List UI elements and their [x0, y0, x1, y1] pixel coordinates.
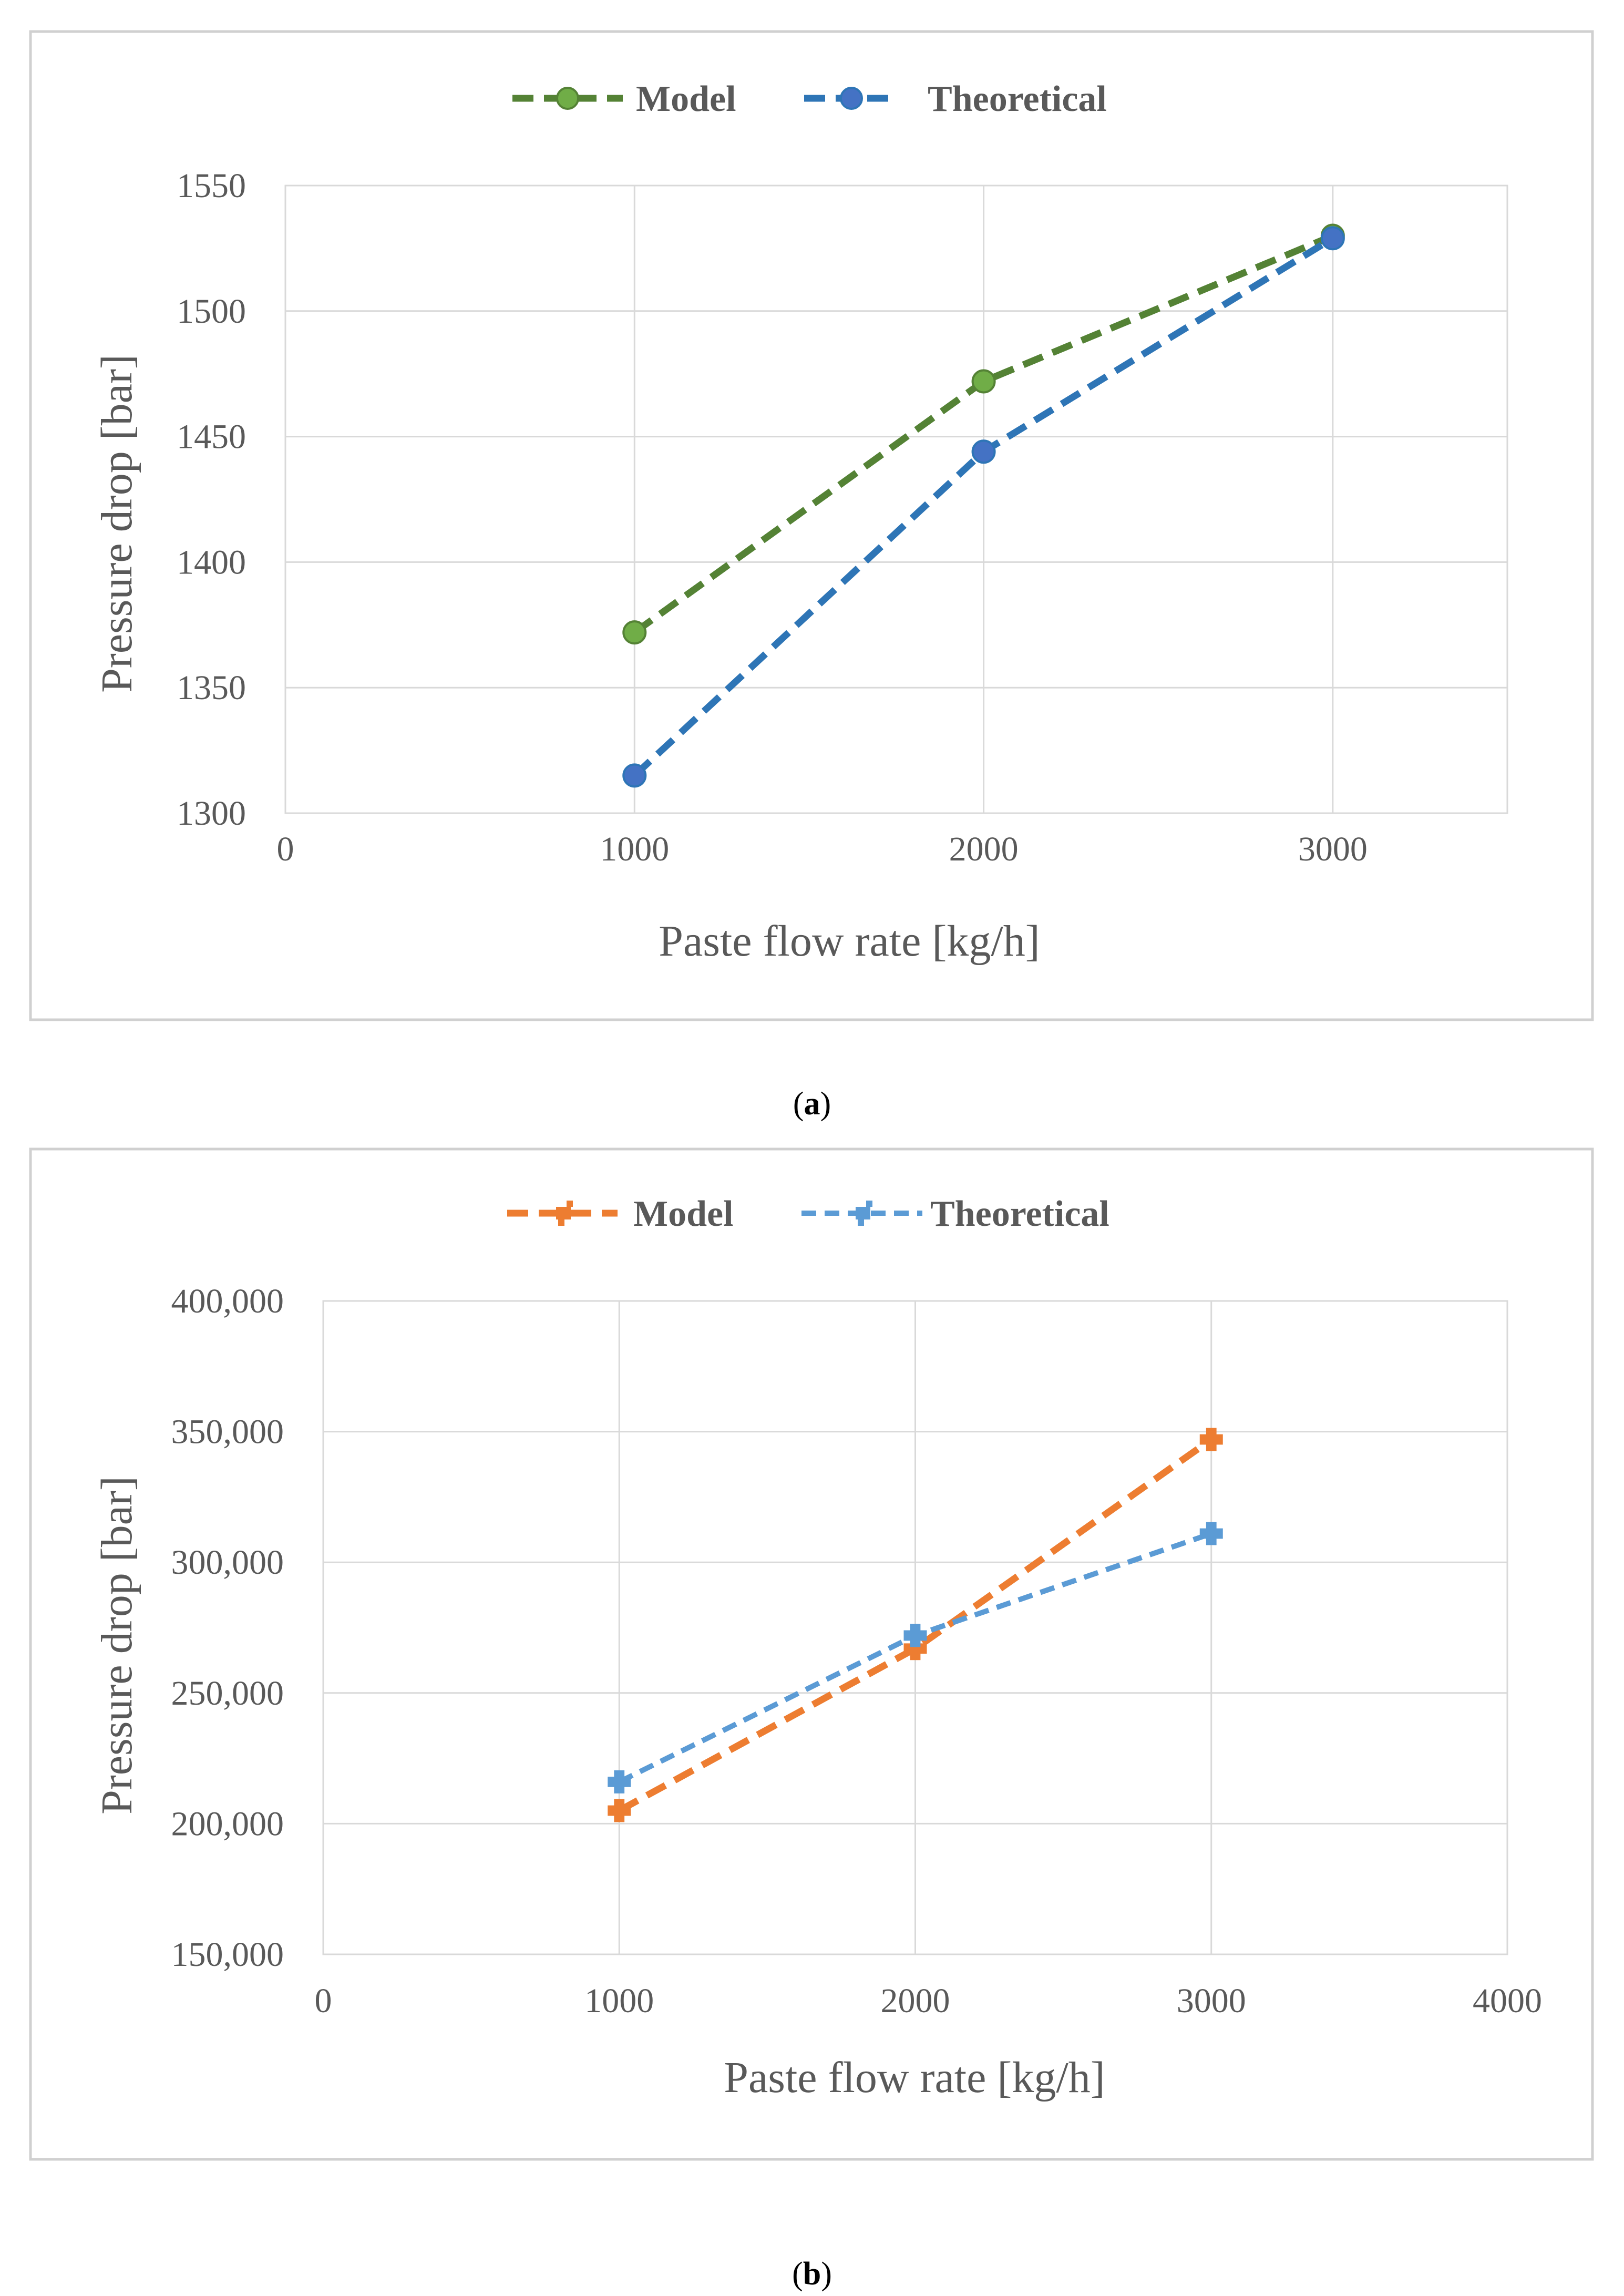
panel-b-x-axis-title: Paste flow rate [kg/h] [724, 2053, 1105, 2102]
y-tick-label: 200,000 [171, 1805, 284, 1843]
panel-b-caption-letter: b [803, 2256, 821, 2292]
legend-swatch-model-marker [556, 87, 579, 110]
y-tick-label: 1400 [177, 543, 246, 581]
x-tick-label: 0 [277, 830, 294, 868]
legend-swatch-theoretical-marker [840, 87, 863, 110]
legend-model-label: Model [636, 79, 736, 119]
panel-b-legend: Model Theoretical [507, 1194, 1109, 1234]
legend-theoretical-label: Theoretical [930, 1194, 1109, 1234]
y-tick-label: 1550 [177, 167, 246, 205]
series-model-point [608, 1799, 631, 1822]
x-tick-label: 1000 [584, 1982, 654, 2020]
x-tick-label: 0 [315, 1982, 332, 2020]
plot-area-frame [322, 1300, 1508, 1955]
legend-swatch-model-marker [556, 1201, 573, 1226]
series-theoretical-point [622, 763, 647, 788]
legend-theoretical-label: Theoretical [928, 79, 1107, 119]
y-tick-label: 1450 [177, 418, 246, 456]
series-theoretical-point [608, 1770, 631, 1793]
series-model-line [618, 1437, 1214, 1814]
panel-b-frame [29, 1147, 1594, 2161]
x-tick-label: 3000 [1298, 830, 1368, 868]
x-tick-label: 2000 [881, 1982, 950, 2020]
series-theoretical-point [1320, 226, 1345, 251]
series-model-point [971, 369, 996, 394]
panel-b-caption-close: ) [821, 2256, 832, 2292]
panel-a-caption-close: ) [820, 1086, 831, 1122]
panel-b-caption: (b) [792, 2256, 832, 2292]
y-tick-label: 1300 [177, 794, 246, 833]
x-tick-label: 1000 [600, 830, 669, 868]
series-theoretical-point [971, 439, 996, 464]
plot-area-frame [284, 184, 1508, 814]
legend-swatch-theoretical-marker [856, 1201, 872, 1226]
panel-a-legend: Model Theoretical [512, 79, 1107, 119]
y-tick-label: 150,000 [171, 1935, 284, 1974]
series-model-point [903, 1637, 927, 1660]
panel-a-plot: 1300 1350 1400 1450 1500 1550 0 1000 2000 3000 [177, 167, 1508, 868]
y-tick-label: 250,000 [171, 1674, 284, 1713]
panel-a: Model Theoretical 1300 1350 1400 1450 1500 15… [29, 30, 1594, 1021]
series-model-point [1199, 1428, 1223, 1451]
series-model-point [622, 620, 647, 645]
panel-b: Model Theoretical 150,000 200,000 250,000 3… [29, 1147, 1594, 2161]
series-theoretical-point [1199, 1522, 1223, 1545]
x-tick-label: 4000 [1473, 1982, 1542, 2020]
legend-model-label: Model [633, 1194, 734, 1234]
panel-a-caption-open: ( [793, 1086, 804, 1122]
panel-a-y-axis-title: Pressure drop [bar] [92, 354, 141, 693]
x-tick-label: 2000 [949, 830, 1019, 868]
y-tick-label: 350,000 [171, 1413, 284, 1451]
panel-a-frame [29, 30, 1594, 1021]
y-tick-label: 300,000 [171, 1543, 284, 1582]
series-theoretical-point [903, 1624, 927, 1647]
panel-b-caption-open: ( [792, 2256, 803, 2292]
panel-b-y-axis-title: Pressure drop [bar] [92, 1476, 141, 1815]
y-tick-label: 1500 [177, 292, 246, 331]
panel-a-caption-letter: a [804, 1086, 820, 1122]
panel-b-plot: 150,000 200,000 250,000 300,000 350,000 400,0… [171, 1282, 1543, 2020]
panel-a-caption: (a) [793, 1086, 831, 1122]
y-tick-label: 400,000 [171, 1282, 284, 1320]
x-tick-label: 3000 [1177, 1982, 1246, 2020]
y-tick-label: 1350 [177, 669, 246, 707]
panel-a-x-axis-title: Paste flow rate [kg/h] [659, 917, 1040, 966]
